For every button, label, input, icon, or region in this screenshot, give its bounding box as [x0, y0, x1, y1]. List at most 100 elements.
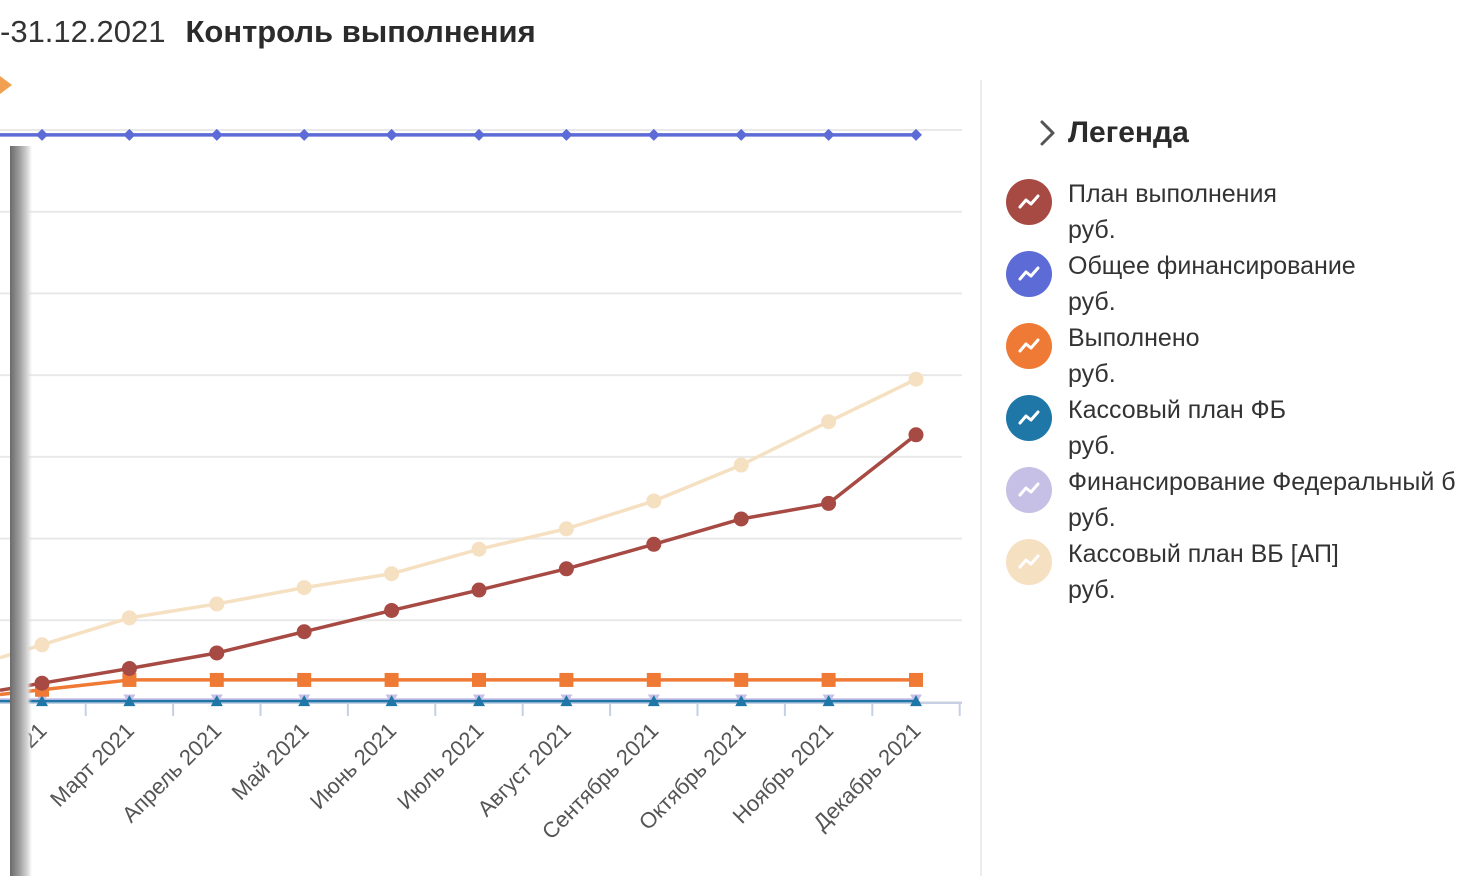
trend-line-icon	[1006, 539, 1052, 585]
series-line	[0, 678, 916, 697]
trend-line-icon	[1006, 179, 1052, 225]
panel-divider	[980, 80, 982, 876]
data-point[interactable]	[735, 695, 748, 707]
data-point[interactable]	[822, 128, 835, 141]
data-point[interactable]	[908, 427, 924, 443]
data-point[interactable]	[296, 580, 312, 596]
chevron-right-icon	[1028, 113, 1068, 153]
legend-item-unit: руб.	[1068, 576, 1116, 604]
legend-toggle[interactable]: Легенда	[1000, 108, 1471, 158]
legend-item-unit: руб.	[1068, 288, 1116, 316]
data-point[interactable]	[384, 602, 400, 618]
legend-item[interactable]: Выполнено руб.	[1000, 320, 1471, 392]
data-point[interactable]	[385, 695, 398, 707]
data-point[interactable]	[733, 511, 749, 527]
legend-item[interactable]: План выполнения руб.	[1000, 176, 1471, 248]
data-point[interactable]	[210, 128, 223, 141]
data-point[interactable]	[560, 695, 573, 707]
chart-series	[0, 128, 924, 707]
x-tick-label: Июнь 2021	[305, 718, 401, 814]
legend-item-unit: руб.	[1068, 360, 1116, 388]
data-point[interactable]	[472, 672, 486, 687]
data-point[interactable]	[385, 128, 398, 141]
scroll-shadow	[10, 146, 32, 876]
x-tick-label: Май 2021	[227, 718, 314, 805]
data-point[interactable]	[471, 541, 487, 557]
series-4	[0, 695, 922, 707]
data-point[interactable]	[123, 695, 136, 707]
data-point[interactable]	[296, 624, 312, 640]
x-tick-label: Март 2021	[45, 718, 139, 812]
data-point[interactable]	[910, 695, 922, 707]
data-point[interactable]	[908, 371, 924, 387]
page-title: Контроль выполнения	[185, 14, 536, 49]
data-point[interactable]	[209, 596, 225, 612]
data-point[interactable]	[646, 493, 662, 509]
series-line	[0, 433, 918, 692]
data-point[interactable]	[821, 495, 837, 511]
legend-item-unit: руб.	[1068, 504, 1116, 532]
data-point[interactable]	[36, 128, 48, 141]
trend-line-icon	[1006, 467, 1052, 513]
legend-item[interactable]: Финансирование Федеральный б руб.	[1000, 464, 1471, 536]
date-range: -31.12.2021	[0, 14, 166, 49]
data-point[interactable]	[821, 414, 837, 430]
data-point[interactable]	[384, 566, 400, 582]
data-point[interactable]	[910, 128, 922, 141]
data-point[interactable]	[734, 672, 749, 687]
legend-item-label: Кассовый план ВБ [АП]	[1068, 540, 1339, 568]
data-point[interactable]	[646, 672, 661, 687]
data-point[interactable]	[559, 672, 574, 687]
data-point[interactable]	[209, 645, 225, 661]
series-2	[0, 128, 922, 141]
series-1	[0, 427, 924, 692]
data-point[interactable]	[647, 695, 660, 707]
data-point[interactable]	[210, 695, 223, 707]
data-point[interactable]	[560, 128, 573, 141]
data-point[interactable]	[821, 672, 836, 687]
data-point[interactable]	[558, 521, 574, 537]
data-point[interactable]	[822, 695, 835, 707]
data-point[interactable]	[121, 610, 137, 626]
data-point[interactable]	[909, 672, 923, 687]
data-point[interactable]	[34, 675, 50, 691]
data-point[interactable]	[121, 660, 137, 676]
legend-items: План выполнения руб. Общее финансирование р…	[1000, 176, 1471, 608]
legend-item-label: Финансирование Федеральный б	[1068, 468, 1456, 496]
legend-item-label: Общее финансирование	[1068, 252, 1356, 280]
data-point[interactable]	[36, 695, 48, 707]
series-line	[0, 377, 917, 660]
data-point[interactable]	[558, 561, 574, 577]
data-point[interactable]	[647, 128, 660, 141]
data-point[interactable]	[209, 672, 224, 687]
data-point[interactable]	[471, 582, 487, 598]
data-point[interactable]	[298, 128, 311, 141]
data-point[interactable]	[122, 672, 137, 687]
data-point[interactable]	[34, 637, 50, 653]
legend-item[interactable]: Общее финансирование руб.	[1000, 248, 1471, 320]
orange-marker-icon	[0, 76, 12, 94]
data-point[interactable]	[646, 536, 662, 552]
trend-line-icon	[1006, 323, 1052, 369]
data-point[interactable]	[297, 672, 312, 687]
legend-panel: Легенда План выполнения руб. Общее финанси…	[1000, 108, 1471, 608]
series-5	[0, 694, 922, 705]
data-point[interactable]	[733, 457, 749, 473]
legend-item[interactable]: Кассовый план ФБ руб.	[1000, 392, 1471, 464]
data-point[interactable]	[473, 695, 485, 707]
data-point[interactable]	[298, 695, 311, 707]
trend-line-icon	[1006, 251, 1052, 297]
series-6	[0, 371, 924, 660]
legend-item-unit: руб.	[1068, 216, 1116, 244]
data-point[interactable]	[123, 128, 136, 141]
legend-item[interactable]: Кассовый план ВБ [АП] руб.	[1000, 536, 1471, 608]
report-header: -31.12.2021 Контроль выполнения	[0, 10, 536, 54]
data-point[interactable]	[473, 128, 485, 141]
data-point[interactable]	[735, 128, 748, 141]
data-point[interactable]	[384, 672, 399, 687]
legend-item-label: План выполнения	[1068, 180, 1277, 208]
legend-item-unit: руб.	[1068, 432, 1116, 460]
series-3	[0, 672, 923, 697]
